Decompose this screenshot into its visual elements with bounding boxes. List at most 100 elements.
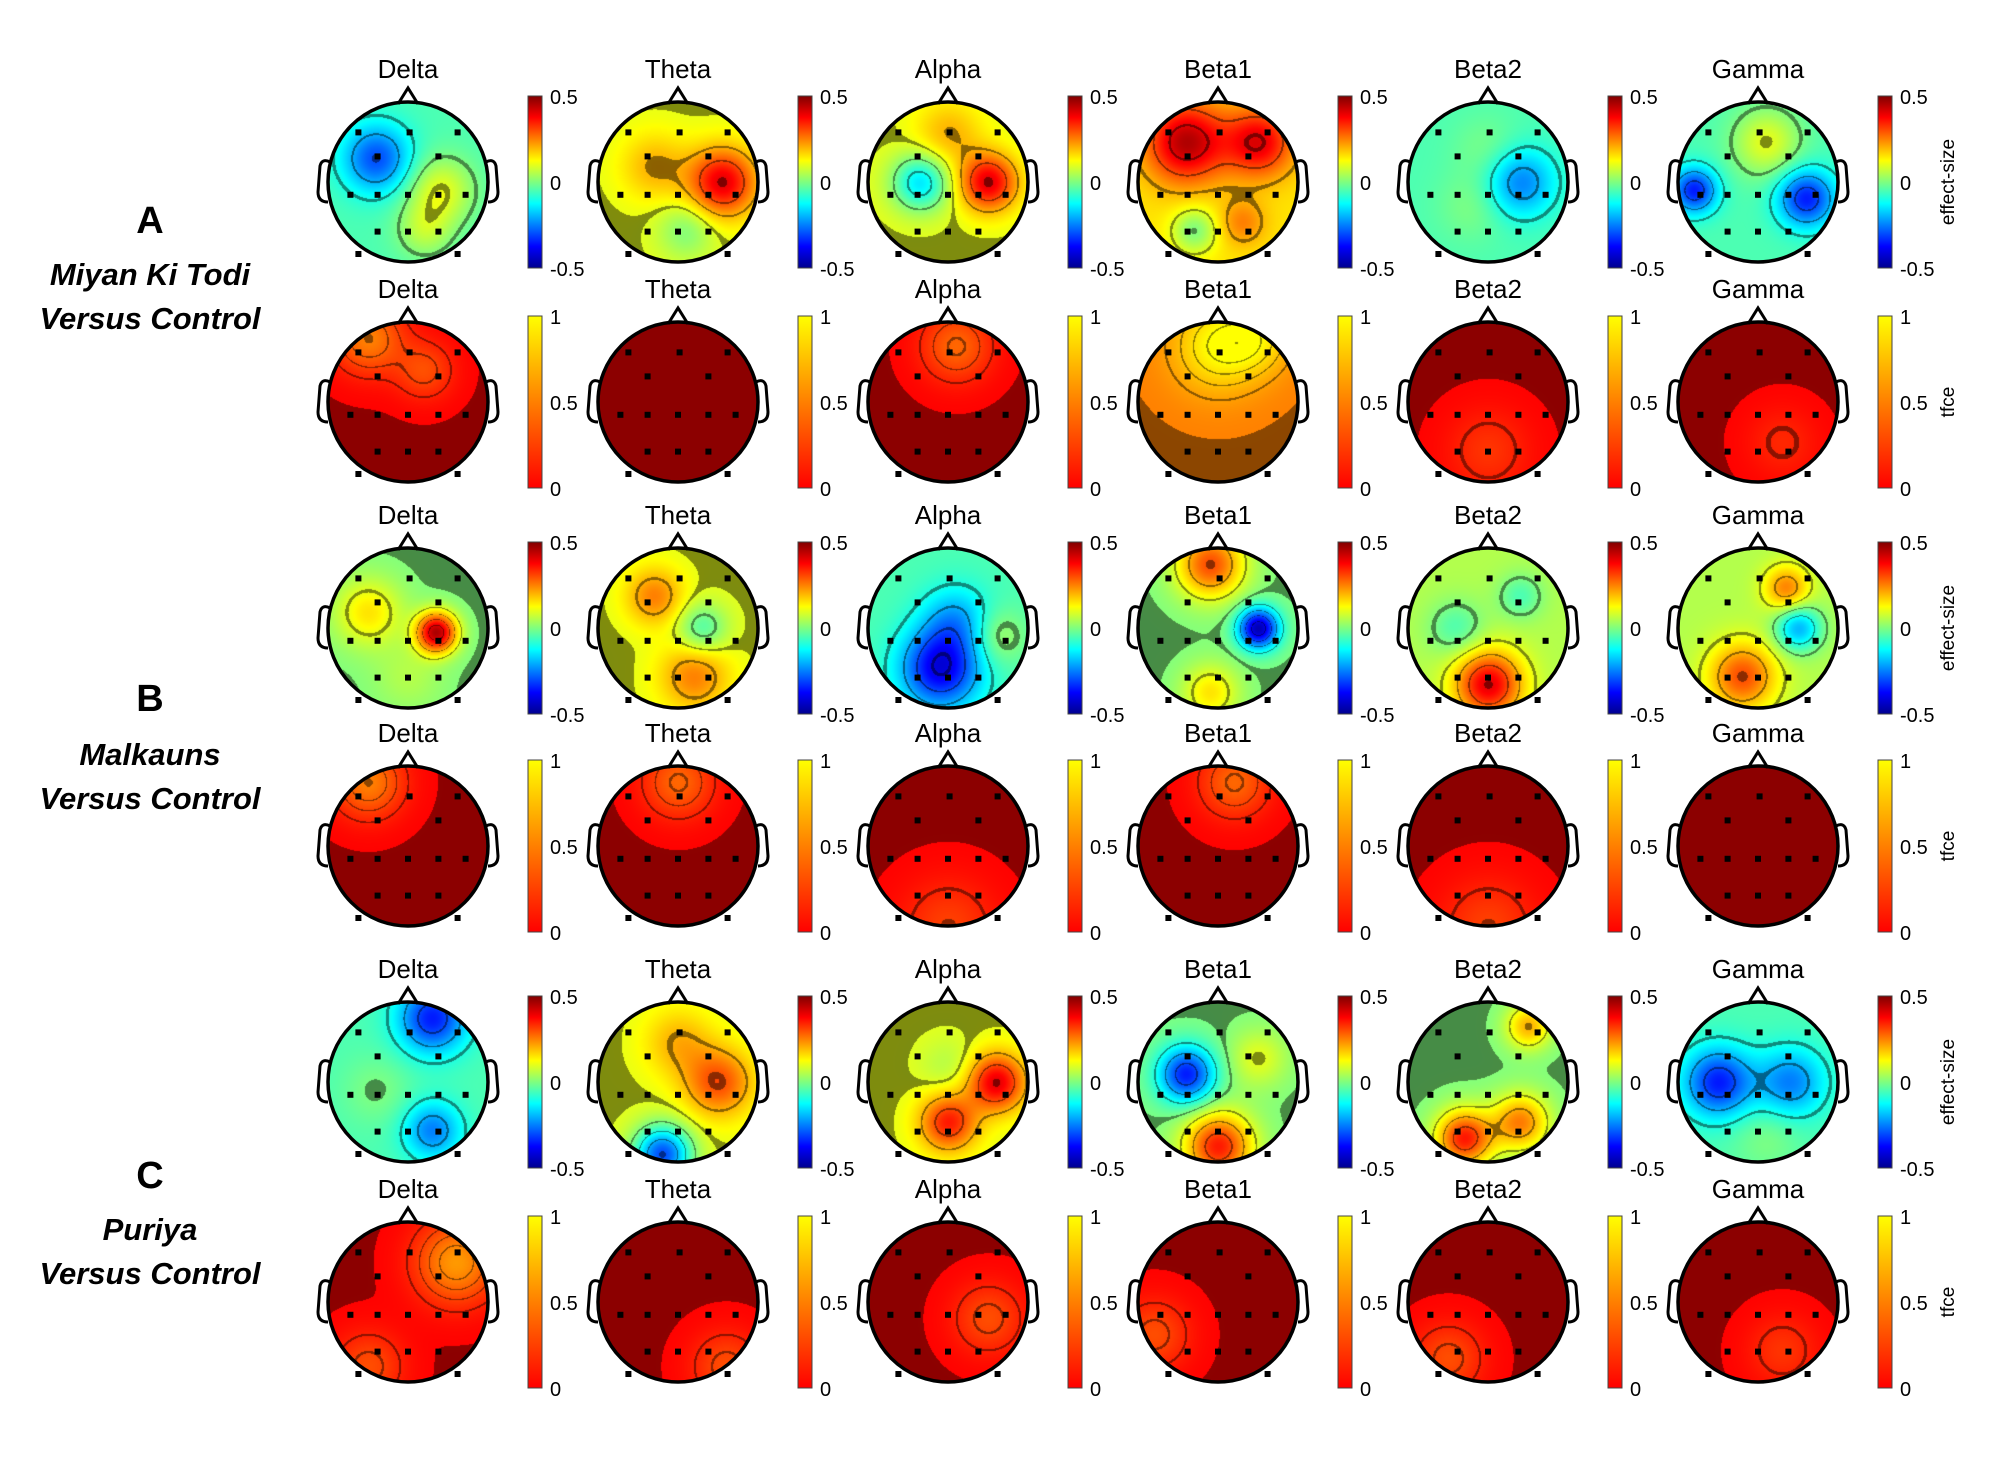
electrode (1427, 191, 1434, 198)
electrode (994, 471, 1001, 477)
left-ear-outline (1126, 379, 1141, 424)
topoplot-theta-tfce: Theta 1 0.5 0 (586, 274, 848, 501)
electrode (1002, 191, 1009, 198)
colorbar-tick-label: 0.5 (1090, 87, 1118, 109)
electrode (705, 411, 712, 418)
colorbar-tick-label: 0.5 (550, 837, 578, 859)
electrode (1534, 793, 1541, 800)
electrode (945, 1311, 951, 1318)
electrode (1215, 1091, 1221, 1098)
topoplot-gamma-effect: Gamma 0.5 0 -0.5 effect-size (1666, 54, 1959, 281)
electrode (1724, 191, 1731, 198)
scalp-map (598, 1002, 758, 1162)
head-outline (326, 546, 490, 710)
head-outline (1136, 1220, 1300, 1384)
electrode (1002, 855, 1009, 862)
electrode (1215, 411, 1221, 418)
head-outline (1406, 1000, 1570, 1164)
electrode (1245, 191, 1252, 198)
electrode (1542, 1311, 1549, 1318)
electrode (625, 793, 632, 800)
head-outline (1676, 764, 1840, 928)
colorbar (797, 541, 813, 715)
electrode (1785, 411, 1792, 418)
electrode (994, 793, 1001, 800)
electrode (1002, 1311, 1009, 1318)
electrode (1785, 674, 1792, 681)
electrode (887, 855, 894, 862)
left-ear-outline (316, 159, 331, 204)
group-letter: A (136, 200, 164, 242)
electrode (1485, 1128, 1491, 1135)
electrode (1697, 411, 1704, 418)
scalp-map (1678, 1222, 1838, 1382)
left-ear-outline (586, 1279, 601, 1324)
electrode (1755, 411, 1761, 418)
colorbar-tick-label: 0.5 (1360, 533, 1388, 555)
electrode (1724, 855, 1731, 862)
electrode (1245, 855, 1252, 862)
electrode (1454, 637, 1461, 644)
head-outline (1406, 546, 1570, 710)
left-ear-outline (1666, 159, 1681, 204)
colorbar-tick-label: 0.5 (550, 533, 578, 555)
electrode (946, 793, 953, 800)
electrode (1454, 1348, 1461, 1355)
electrode (1785, 599, 1792, 606)
electrode (462, 1091, 469, 1098)
electrode (945, 191, 951, 198)
scalp-map (1408, 1222, 1568, 1382)
nose-outline (1476, 749, 1500, 769)
electrode (1486, 1029, 1493, 1036)
topoplot-beta1-tfce: Beta1 1 0.5 0 (1126, 1174, 1388, 1401)
colorbar-tick-label: 0.5 (1360, 393, 1388, 415)
nose-outline (396, 531, 420, 551)
colorbar-tick-label: 0.5 (1090, 837, 1118, 859)
nose-outline (666, 305, 690, 325)
electrode (675, 892, 681, 899)
electrode (374, 411, 381, 418)
electrode (617, 411, 624, 418)
electrode (1515, 599, 1522, 606)
electrode (1705, 349, 1712, 356)
electrode (1454, 599, 1461, 606)
colorbar (797, 1215, 813, 1389)
electrode (975, 1053, 982, 1060)
electrode (1435, 793, 1442, 800)
electrode (994, 251, 1001, 257)
electrode (945, 1128, 951, 1135)
electrode (1756, 793, 1763, 800)
electrode (1215, 1311, 1221, 1318)
electrode (676, 349, 683, 356)
electrode (1812, 1091, 1819, 1098)
electrode (975, 637, 982, 644)
electrode (1272, 1311, 1279, 1318)
electrode (405, 1091, 411, 1098)
electrode (994, 1371, 1001, 1377)
topoplot-alpha-tfce: Alpha 1 0.5 0 (856, 274, 1118, 501)
colorbar-tick-label: 0.5 (1630, 87, 1658, 109)
electrode (1245, 448, 1252, 455)
electrode (724, 915, 731, 921)
electrode (1515, 1091, 1522, 1098)
topoplot-beta2-tfce: Beta2 1 0.5 0 (1396, 1174, 1658, 1401)
right-ear-outline (1025, 605, 1040, 650)
colorbar (797, 315, 813, 489)
right-ear-outline (1565, 605, 1580, 650)
head-outline (866, 1220, 1030, 1384)
electrode (1264, 471, 1271, 477)
electrode (1184, 599, 1191, 606)
band-title: Beta1 (1184, 274, 1252, 304)
electrode (435, 637, 442, 644)
electrode (644, 448, 651, 455)
group-name-line1: Miyan Ki Todi (49, 257, 251, 292)
colorbar-tick-label: 0 (1360, 173, 1371, 195)
electrode (732, 1091, 739, 1098)
colorbar-tick-label: 0.5 (820, 1293, 848, 1315)
electrode (705, 637, 712, 644)
left-ear-outline (1396, 1059, 1411, 1104)
electrode (705, 153, 712, 160)
electrode (895, 575, 902, 582)
colorbar-tick-label: -0.5 (1090, 705, 1124, 727)
electrode (405, 448, 411, 455)
